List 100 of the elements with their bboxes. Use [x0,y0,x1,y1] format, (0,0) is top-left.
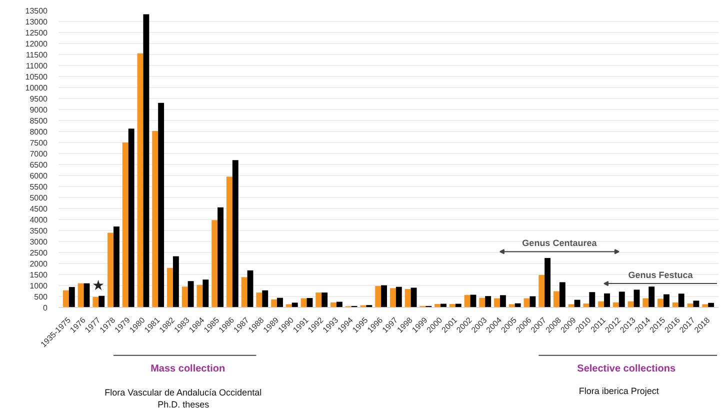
bar [628,301,634,308]
bar [271,299,278,308]
bar [485,296,492,308]
y-tick-label: 500 [34,292,48,302]
annotation: ★ [92,277,106,294]
bar [634,290,640,308]
bar [172,256,179,308]
bar [92,296,99,308]
y-tick-label: 3000 [30,238,48,246]
bar [500,295,506,308]
y-tick-label: 9500 [30,94,48,104]
y-tick-label: 6000 [30,172,48,180]
bar [78,283,84,308]
bar [464,294,470,308]
bar [574,300,580,308]
bar [604,293,610,308]
annotation: Genus Festuca [628,270,694,280]
y-tick-label: 13000 [25,18,48,26]
bar [241,277,248,308]
text: Mass collection [150,364,226,375]
y-tick-label: 2500 [30,248,48,258]
y-tick-label: 8500 [30,116,48,126]
bar [678,294,684,308]
bar [672,302,678,308]
bar [277,298,283,308]
bar [642,298,649,308]
y-tick-label: 3500 [30,226,48,236]
bar [598,301,604,308]
bar [196,284,203,308]
text: Flora Vascular de Andalucía Occidental Ph.D. theses [104,387,262,410]
y-tick-label: 9000 [30,106,48,114]
bar [664,294,670,308]
bar [479,298,486,308]
bar [167,268,173,308]
bar [322,292,328,308]
bar [256,292,262,308]
bar [122,142,128,308]
bar [306,298,313,308]
bar [404,289,411,308]
bar [137,53,144,308]
y-tick-label: 10000 [25,84,48,92]
bar [648,286,655,308]
y-tick-label: 7500 [30,138,48,148]
bar [702,304,708,308]
bar [62,290,69,308]
bar [381,285,388,308]
bar [410,288,417,308]
bar [247,270,254,308]
y-tick-label: 4500 [30,204,48,214]
bar [114,226,120,308]
bar [292,302,298,308]
y-tick-label: 11500 [26,50,48,60]
bar [128,128,134,308]
bar [538,274,545,308]
bar [98,296,105,308]
y-tick-label: 2000 [30,260,48,268]
bar [330,302,336,308]
y-tick-label: 12500 [25,28,48,38]
y-tick-label: 10500 [25,72,48,82]
bar [470,294,476,308]
bar [390,288,396,308]
y-tick-label: 0 [43,304,48,312]
text: Flora iberica Project [578,386,660,396]
bar [530,296,536,308]
bar [218,207,224,308]
bar [612,302,619,308]
bar [568,304,574,308]
bar [316,292,322,308]
y-tick-label: 7000 [30,150,48,158]
bar [158,102,164,308]
bar [508,304,515,308]
bar [589,292,596,308]
bar [618,292,625,308]
y-tick-label: 1500 [30,270,48,280]
bar [212,220,218,308]
bar [152,131,158,308]
bar [286,304,292,308]
bar [494,298,500,308]
bar [544,258,551,308]
bar [68,287,75,308]
bar [396,286,402,308]
bar [188,281,194,308]
bar [559,282,566,308]
text: Selective collections [577,364,676,375]
bar [375,286,382,308]
bar [554,291,560,308]
bar [693,300,700,308]
bar [108,232,114,308]
bar [84,283,90,308]
annotation: Genus Centaurea [522,238,598,248]
y-tick-label: 8000 [30,128,48,136]
bar [182,286,188,308]
bar [262,290,268,308]
y-tick-label: 13500 [25,6,48,16]
y-tick-label: 6500 [30,160,48,170]
y-tick-label: 4000 [30,216,48,224]
y-tick-label: 12000 [25,40,48,48]
y-tick-label: 11000 [26,62,48,70]
bar [143,14,150,308]
bar [658,298,664,308]
